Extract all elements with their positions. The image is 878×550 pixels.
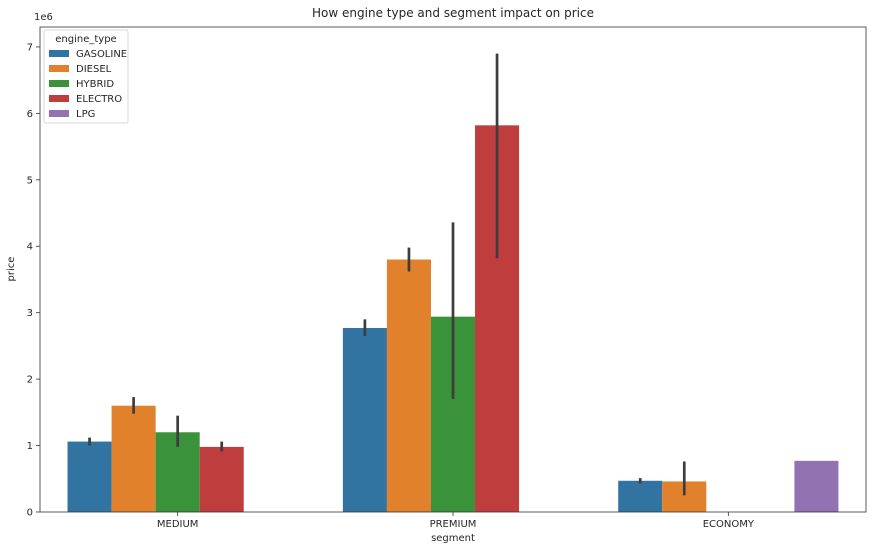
legend-swatch-hybrid xyxy=(49,80,69,87)
legend-label-electro: ELECTRO xyxy=(76,94,122,105)
bar-diesel-medium xyxy=(111,405,156,512)
x-tick-label: ECONOMY xyxy=(703,519,755,530)
legend-label-gasoline: GASOLINE xyxy=(76,49,127,60)
bar-diesel-premium xyxy=(386,259,431,512)
y-axis-label: price xyxy=(6,257,17,282)
x-tick-label: PREMIUM xyxy=(430,519,477,530)
y-tick-label: 4 xyxy=(27,242,33,253)
chart-title: How engine type and segment impact on pr… xyxy=(312,6,594,20)
legend-label-diesel: DIESEL xyxy=(76,64,112,75)
y-offset-label: 1e6 xyxy=(34,12,53,23)
legend-label-lpg: LPG xyxy=(76,109,95,120)
legend-swatch-electro xyxy=(49,95,69,102)
bar-electro-medium xyxy=(199,446,244,512)
legend-swatch-gasoline xyxy=(49,50,69,57)
bar-gasoline-medium xyxy=(67,441,112,512)
bar-gasoline-economy xyxy=(618,480,663,512)
legend-swatch-diesel xyxy=(49,65,69,72)
y-tick-label: 7 xyxy=(27,42,33,53)
y-tick-label: 1 xyxy=(27,441,33,452)
x-axis-label: segment xyxy=(431,533,475,544)
bar-gasoline-premium xyxy=(342,327,387,512)
legend-title: engine_type xyxy=(55,34,116,45)
y-tick-label: 2 xyxy=(27,375,33,386)
y-tick-label: 5 xyxy=(27,175,33,186)
y-tick-label: 0 xyxy=(27,508,33,519)
y-tick-label: 6 xyxy=(27,109,33,120)
legend-swatch-lpg xyxy=(49,110,69,117)
plot-area: 0 1 2 3 4 5 6 7 MEDIUM PREMIUM ECONOMY xyxy=(27,26,867,530)
bar-lpg-economy xyxy=(794,460,839,512)
y-tick-label: 3 xyxy=(27,308,33,319)
legend: engine_type GASOLINE DIESEL HYBRID ELECTRO LP… xyxy=(43,29,129,124)
x-tick-label: MEDIUM xyxy=(157,519,199,530)
legend-label-hybrid: HYBRID xyxy=(76,79,114,90)
